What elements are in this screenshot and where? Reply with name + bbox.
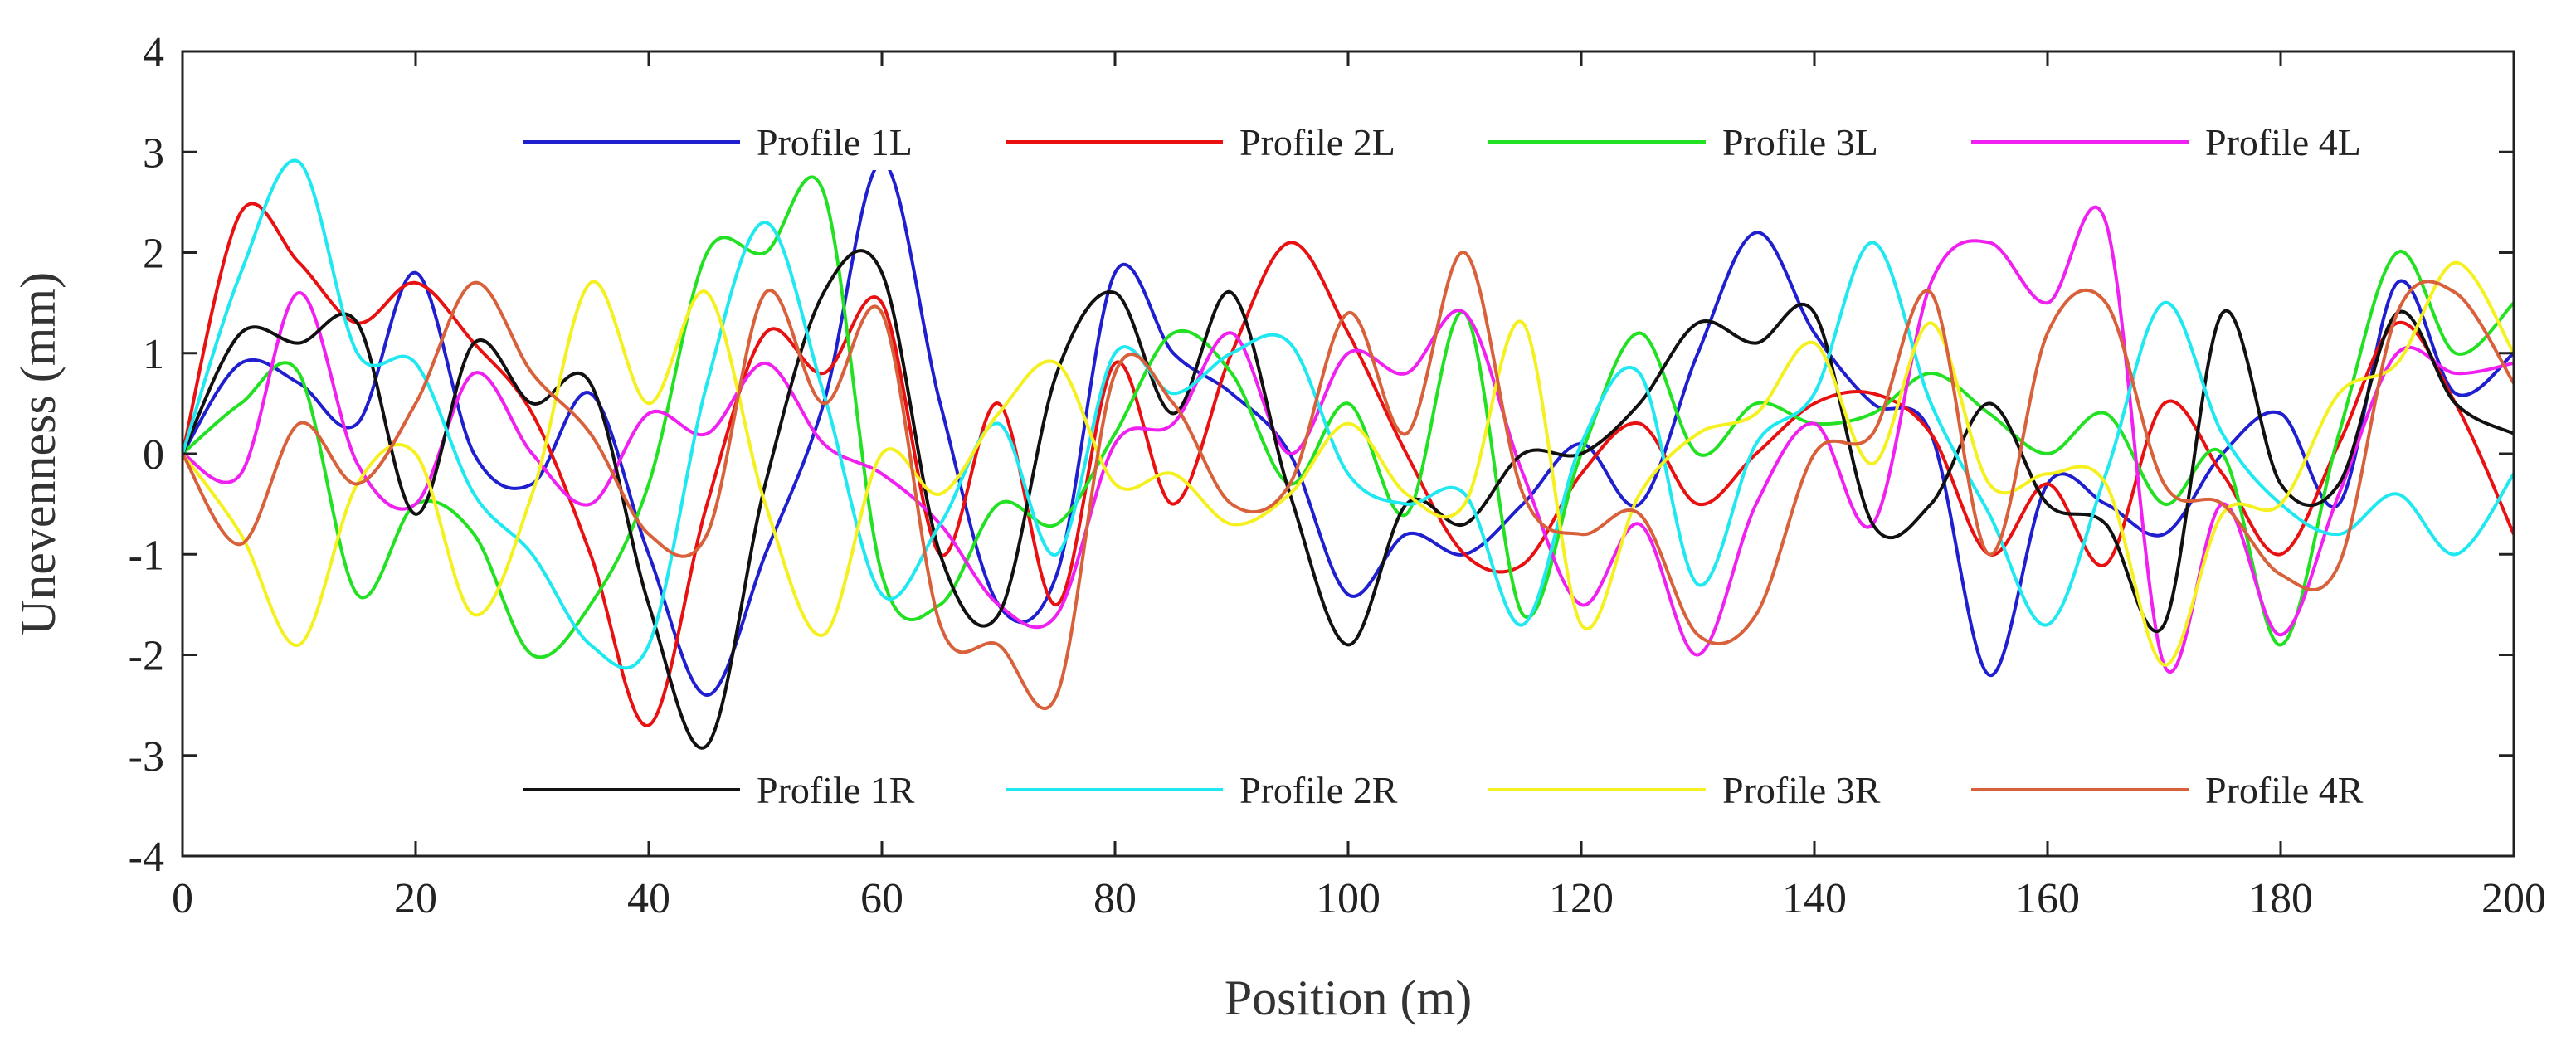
y-tick-label: 3 xyxy=(143,129,164,177)
y-tick-label: -1 xyxy=(129,532,164,579)
series-line-profile-2r xyxy=(183,158,2514,670)
legend-bottom: Profile 1R Profile 2R Profile 3R Profile 4R xyxy=(516,760,2444,818)
series-layer xyxy=(183,158,2514,750)
series-line-profile-1l xyxy=(183,160,2514,697)
x-tick-label: 180 xyxy=(2248,875,2313,922)
x-tick-label: 200 xyxy=(2481,875,2546,922)
legend-label: Profile 2L xyxy=(1239,121,1395,163)
legend-label: Profile 1L xyxy=(757,121,913,163)
x-axis: 0 20 40 60 80 100 120 140 160 180 200 xyxy=(172,51,2546,922)
series-line-profile-4l xyxy=(183,205,2514,674)
series-line-profile-1r xyxy=(183,249,2514,750)
x-tick-label: 140 xyxy=(1782,875,1847,922)
series-line-profile-3l xyxy=(183,175,2514,659)
legend-label: Profile 1R xyxy=(757,769,915,811)
x-tick-label: 120 xyxy=(1549,875,1614,922)
series-line-profile-4r xyxy=(183,251,2514,710)
legend-label: Profile 4L xyxy=(2205,121,2361,163)
x-tick-label: 60 xyxy=(860,875,903,922)
series-line-profile-3r xyxy=(183,260,2514,667)
x-tick-label: 20 xyxy=(394,875,437,922)
legend-label-backdrop xyxy=(1712,760,1961,818)
y-tick-label: -3 xyxy=(129,733,164,781)
series-line-profile-2l xyxy=(183,202,2514,727)
legend-top: Profile 1L Profile 2L Profile 3L Profile 4L xyxy=(516,112,2444,170)
legend-label-backdrop xyxy=(2195,760,2444,818)
y-axis-title: Unevenness (mm) xyxy=(11,272,66,635)
legend-label: Profile 2R xyxy=(1239,769,1398,811)
x-tick-label: 100 xyxy=(1316,875,1381,922)
legend-label: Profile 3L xyxy=(1722,121,1878,163)
y-tick-label: 4 xyxy=(143,29,164,76)
y-tick-label: -4 xyxy=(129,834,164,881)
legend-label-backdrop xyxy=(1230,112,1478,170)
y-axis: -4 -3 -2 -1 0 1 2 3 4 xyxy=(129,29,2514,881)
legend-label-backdrop xyxy=(2195,112,2444,170)
x-axis-title: Position (m) xyxy=(1225,971,1472,1025)
y-tick-label: -2 xyxy=(129,633,164,680)
x-tick-label: 0 xyxy=(172,875,193,922)
legend-label-backdrop xyxy=(747,760,996,818)
x-tick-label: 160 xyxy=(2015,875,2080,922)
y-tick-label: 0 xyxy=(143,431,164,479)
legend-label-backdrop xyxy=(1230,760,1478,818)
legend-label: Profile 3R xyxy=(1722,769,1881,811)
y-tick-label: 2 xyxy=(143,231,164,278)
legend-label-backdrop xyxy=(747,112,996,170)
legend-label-backdrop xyxy=(1712,112,1961,170)
legend-label: Profile 4R xyxy=(2205,769,2364,811)
x-tick-label: 80 xyxy=(1093,875,1137,922)
y-tick-label: 1 xyxy=(143,331,164,378)
x-tick-label: 40 xyxy=(627,875,670,922)
